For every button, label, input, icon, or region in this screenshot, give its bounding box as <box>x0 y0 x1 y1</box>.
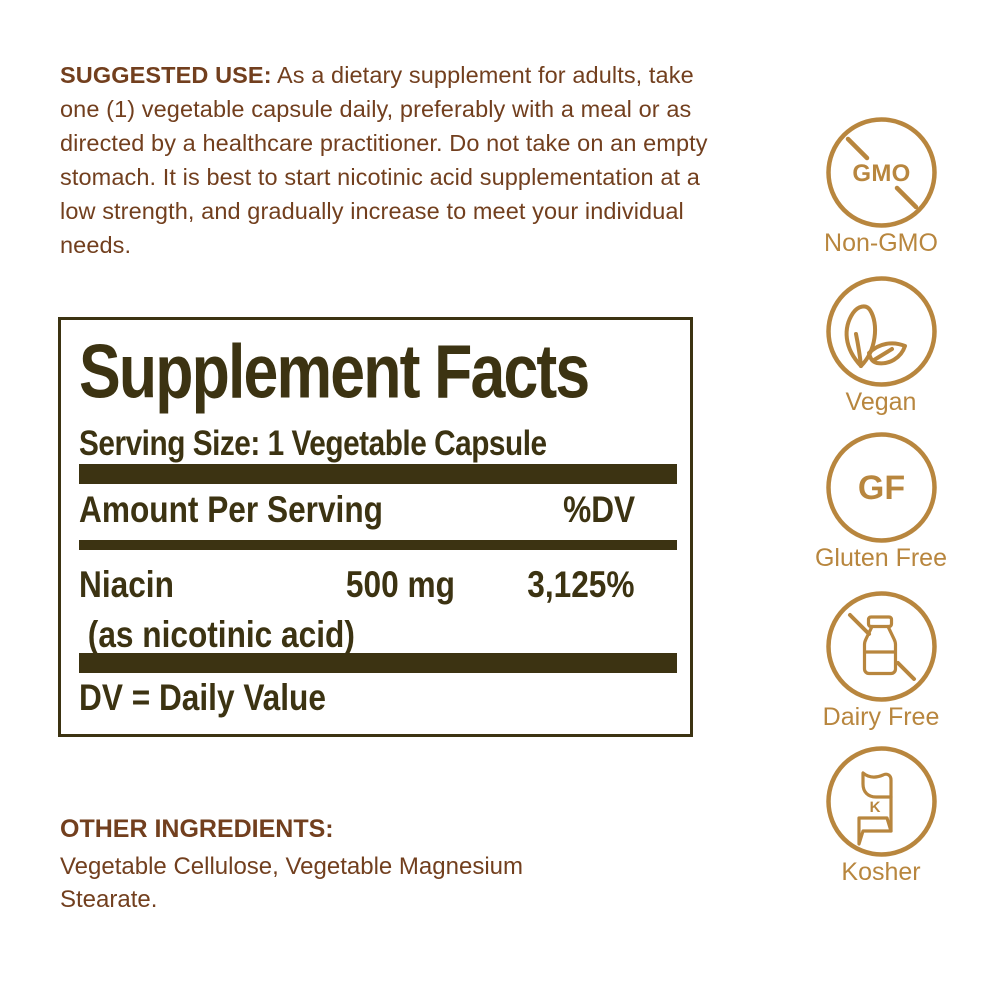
svg-text:GMO: GMO <box>852 160 910 187</box>
svg-text:GF: GF <box>857 469 904 507</box>
svg-text:K: K <box>869 799 880 816</box>
